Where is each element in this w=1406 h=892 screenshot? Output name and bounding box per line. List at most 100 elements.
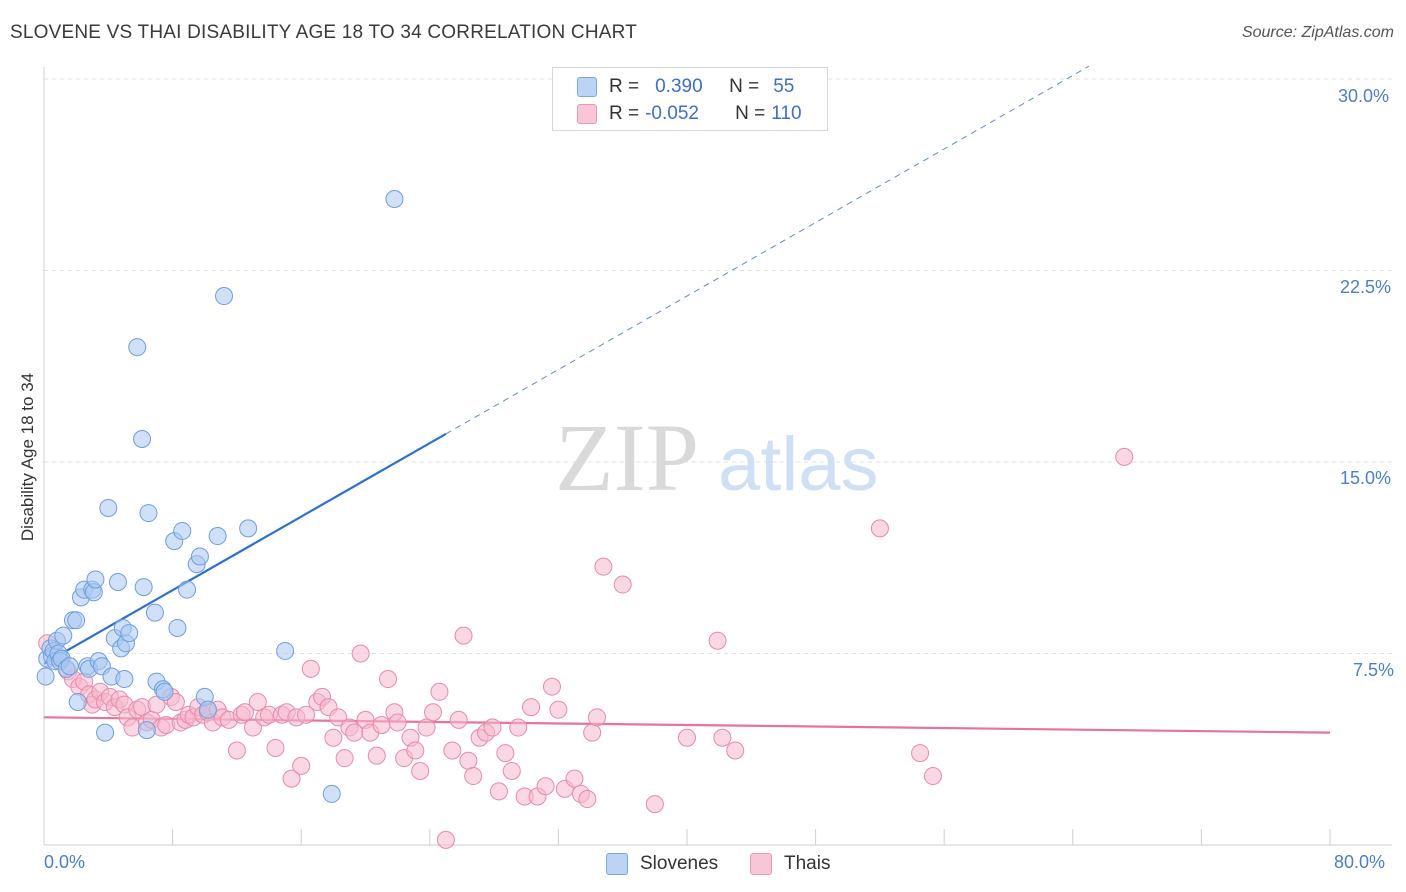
y-tick-7-5: 7.5% [1353, 660, 1395, 680]
slovene-point [190, 547, 209, 566]
thai-point [301, 659, 320, 678]
thai-point [324, 728, 343, 747]
trend-lines [43, 65, 1331, 734]
thai-point [367, 746, 386, 765]
legend-row-slovene: R = 0.390 N = 55 [577, 75, 794, 99]
thai-point [726, 741, 745, 760]
thai-point [235, 703, 254, 722]
slovene-point [322, 784, 341, 803]
y-tick-15: 15.0% [1340, 468, 1392, 488]
thai-point [282, 769, 301, 788]
y-tick-22-5: 22.5% [1340, 277, 1392, 297]
thai-point [583, 723, 602, 742]
thai-r-value: -0.052 [645, 103, 699, 124]
thai-n-label: N = [735, 103, 766, 124]
watermark-atlas: atlas [718, 422, 879, 507]
slovene-n-label: N = [729, 76, 760, 97]
correlation-legend: R = 0.390 N = 55 R = -0.052 N = 110 [552, 67, 828, 131]
legend-item-slovenes[interactable]: Slovenes [606, 851, 718, 877]
slovene-point [155, 682, 174, 701]
slovene-point [198, 700, 217, 719]
x-tick-80: 80.0% [1334, 852, 1386, 872]
slovene-point [385, 190, 404, 209]
grid-lines [44, 78, 1392, 654]
thai-point [430, 682, 449, 701]
thai-point [406, 741, 425, 760]
slovene-point [60, 657, 79, 676]
thai-point [496, 744, 515, 763]
thai-point [292, 756, 311, 775]
thai-point [147, 695, 166, 714]
slovene-point [115, 670, 134, 689]
thai-point [911, 744, 930, 763]
thai-point [509, 718, 528, 737]
thai-point [417, 718, 436, 737]
chart-title: SLOVENE VS THAI DISABILITY AGE 18 TO 34 … [10, 22, 637, 43]
thai-point [243, 718, 262, 737]
slovene-point [108, 573, 127, 592]
thai-point [459, 751, 478, 770]
thai-point [542, 677, 561, 696]
slovene-n-value: 55 [773, 76, 795, 97]
x-tick-0: 0.0% [44, 852, 86, 872]
thai-point [678, 728, 696, 747]
slovene-point [139, 504, 158, 523]
thai-point [454, 626, 473, 645]
thai-point [713, 728, 732, 747]
thais-swatch [750, 853, 772, 875]
thai-point [166, 693, 185, 712]
slovene-point [145, 603, 164, 622]
y-tick-30: 30.0% [1338, 86, 1390, 106]
slovene-point [178, 580, 197, 599]
slovene-point [86, 570, 105, 589]
thai-point [578, 790, 597, 809]
slovene-r-value: 0.390 [655, 76, 703, 97]
thai-point [388, 713, 407, 732]
thai-point [870, 519, 889, 538]
thai-point [708, 631, 727, 650]
thai-point [329, 708, 348, 727]
slovenes-label: Slovenes [640, 853, 719, 874]
slovene-r-label: R = [609, 76, 640, 97]
slovene-point [137, 721, 156, 740]
slovene-point [173, 521, 192, 540]
thai-point [587, 708, 606, 727]
thai-point [483, 718, 502, 737]
thai-point [411, 761, 430, 780]
thai-point [522, 698, 541, 717]
thai-point [335, 749, 354, 768]
thai-point [1115, 447, 1134, 466]
slovene-point [134, 578, 153, 597]
slovene-points [36, 190, 404, 803]
thai-point [449, 710, 468, 729]
thai-point [443, 741, 462, 760]
thai-point [594, 557, 613, 576]
source-credit: Source: ZipAtlas.com [1241, 24, 1394, 41]
slovene-swatch [577, 77, 597, 97]
thai-point [297, 705, 316, 724]
slovene-point [133, 430, 152, 449]
watermark-zip: ZIP [555, 404, 699, 511]
thai-point [248, 693, 267, 712]
thai-point [536, 777, 555, 796]
thai-n-value: 110 [771, 103, 802, 124]
slovene-point [168, 618, 187, 637]
slovene-point [239, 519, 258, 538]
thai-point [379, 670, 398, 689]
thai-point [464, 767, 483, 786]
slovene-point [120, 624, 139, 643]
slovene-point [128, 338, 147, 357]
slovene-point [99, 498, 118, 517]
slovene-point [68, 693, 87, 712]
thai-point [549, 700, 568, 719]
thai-point [372, 715, 391, 734]
thai-point [565, 769, 584, 788]
thai-point [645, 795, 664, 814]
slovene-point [276, 641, 295, 660]
thai-point [436, 830, 455, 849]
slovene-point [96, 723, 115, 742]
slovene-point [215, 287, 234, 306]
slovene-point [67, 611, 86, 630]
slovene-point [208, 527, 227, 546]
legend-item-thais[interactable]: Thais [750, 851, 830, 877]
